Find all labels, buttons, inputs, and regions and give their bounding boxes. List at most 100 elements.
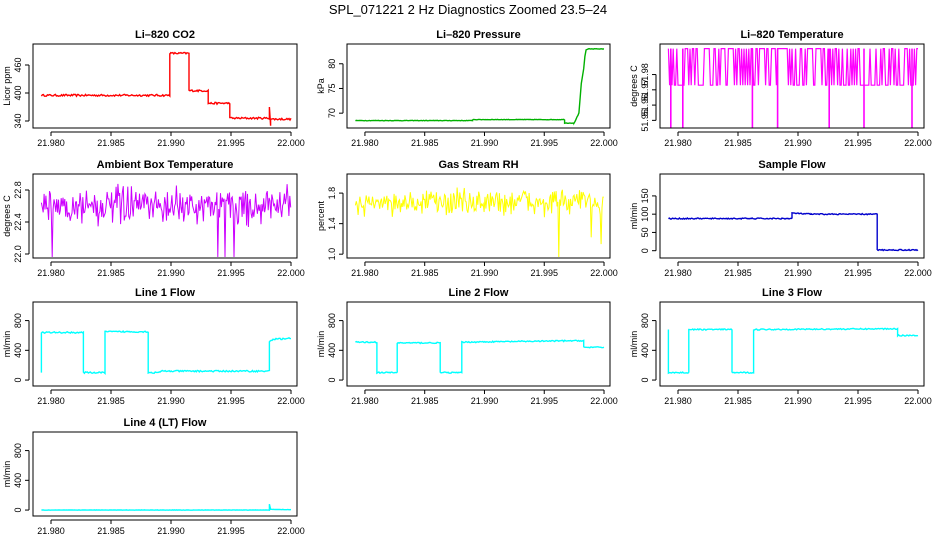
chart-title: Li–820 Pressure <box>436 29 520 41</box>
x-tick-label: 21.980 <box>37 138 65 148</box>
x-tick-label: 21.980 <box>664 268 692 278</box>
y-tick-label: 80 <box>327 59 337 69</box>
x-tick-label: 21.990 <box>471 396 499 406</box>
data-layer <box>667 48 918 128</box>
data-layer <box>355 339 605 375</box>
x-tick-label: 21.985 <box>97 526 125 536</box>
x-tick-label: 22.000 <box>277 268 305 278</box>
chart-title: Line 1 Flow <box>135 287 195 299</box>
y-tick-label: 400 <box>640 343 650 358</box>
y-tick-label: 400 <box>13 85 23 100</box>
y-tick-label: 22.0 <box>13 245 23 263</box>
y-tick-label: 100 <box>640 207 650 222</box>
y-axis-label: Licor ppm <box>2 66 12 106</box>
y-tick-label: 150 <box>640 188 650 203</box>
y-axis-label: ml/min <box>316 331 326 358</box>
chart-panel-4: Ambient Box Temperature degrees C 21.980 21… <box>2 159 305 278</box>
y-tick-label: 22.8 <box>13 181 23 199</box>
x-tick-label: 21.990 <box>157 268 185 278</box>
plot-frame <box>32 431 298 517</box>
data-series-line <box>40 51 292 126</box>
x-tick-label: 21.990 <box>471 138 499 148</box>
data-layer <box>40 51 292 126</box>
y-axis-label: ml/min <box>2 331 12 358</box>
y-tick-label: 800 <box>13 443 23 458</box>
x-tick-label: 21.980 <box>37 268 65 278</box>
y-axis-label: ml/min <box>2 461 12 488</box>
data-layer <box>40 330 291 375</box>
y-axis-label: degrees C <box>2 195 12 237</box>
x-tick-label: 22.000 <box>277 526 305 536</box>
chart-title: Li–820 CO2 <box>135 29 195 41</box>
x-tick-label: 21.995 <box>217 268 245 278</box>
y-tick-label: 400 <box>327 343 337 358</box>
x-tick-label: 21.985 <box>411 268 439 278</box>
chart-title: Line 2 Flow <box>449 287 509 299</box>
x-tick-label: 21.990 <box>471 268 499 278</box>
data-series-line <box>667 327 919 375</box>
x-tick-label: 21.985 <box>97 268 125 278</box>
y-tick-label: 400 <box>13 343 23 358</box>
plot-frame <box>32 173 298 259</box>
chart-panel-10: Line 4 (LT) Flow ml/min 21.980 21.985 21.990… <box>2 417 305 536</box>
y-tick-label: 70 <box>327 108 337 118</box>
x-tick-label: 21.990 <box>157 396 185 406</box>
chart-panel-8: Line 2 Flow ml/min 21.980 21.985 21.990 21.99… <box>316 287 618 406</box>
x-tick-label: 21.995 <box>530 268 558 278</box>
y-tick-label: 800 <box>640 313 650 328</box>
data-layer <box>668 212 919 252</box>
x-tick-label: 22.000 <box>590 268 618 278</box>
y-tick-label: 22.4 <box>13 213 23 231</box>
data-series-line <box>355 47 605 126</box>
x-tick-label: 22.000 <box>277 138 305 148</box>
x-tick-label: 21.980 <box>351 268 379 278</box>
x-tick-label: 21.990 <box>784 268 812 278</box>
x-tick-label: 22.000 <box>904 268 932 278</box>
x-tick-label: 22.000 <box>904 396 932 406</box>
y-tick-label: 800 <box>327 313 337 328</box>
x-tick-label: 22.000 <box>277 396 305 406</box>
data-layer <box>667 327 919 375</box>
chart-panel-6: Sample Flow ml/min 21.980 21.985 21.990 21.99… <box>629 159 932 278</box>
chart-title: Line 3 Flow <box>762 287 822 299</box>
chart-title: Ambient Box Temperature <box>97 159 234 171</box>
x-tick-label: 21.985 <box>411 396 439 406</box>
y-tick-label: 0 <box>640 248 650 253</box>
y-tick-label: 51.98 <box>640 63 650 86</box>
data-layer <box>41 503 292 511</box>
y-tick-label: 0 <box>13 508 23 513</box>
chart-panel-7: Line 1 Flow ml/min 21.980 21.985 21.990 21.99… <box>2 287 305 406</box>
x-tick-label: 21.995 <box>217 138 245 148</box>
y-tick-label: 800 <box>13 313 23 328</box>
y-axis-label: ml/min <box>629 203 639 230</box>
chart-title: Gas Stream RH <box>438 159 518 171</box>
chart-panel-9: Line 3 Flow ml/min 21.980 21.985 21.990 21.99… <box>629 287 932 406</box>
y-axis-label: degrees C <box>629 65 639 107</box>
x-tick-label: 21.995 <box>217 526 245 536</box>
x-tick-label: 21.985 <box>724 268 752 278</box>
x-tick-label: 21.995 <box>530 138 558 148</box>
data-series-line <box>41 503 292 511</box>
y-tick-label: 51.95 <box>640 109 650 132</box>
chart-panel-2: Li–820 Pressure kPa 21.980 21.985 21.990 21.9… <box>316 29 618 148</box>
x-tick-label: 22.000 <box>904 138 932 148</box>
x-tick-label: 22.000 <box>590 396 618 406</box>
chart-title: Sample Flow <box>758 159 826 171</box>
y-tick-label: 1.4 <box>327 217 337 230</box>
x-tick-label: 21.995 <box>844 396 872 406</box>
plot-frame <box>346 43 611 129</box>
data-layer <box>355 47 605 126</box>
chart-panel-5: Gas Stream RH percent 21.980 21.985 21.990 21… <box>316 159 618 278</box>
x-tick-label: 21.995 <box>844 268 872 278</box>
x-tick-label: 21.990 <box>784 396 812 406</box>
x-tick-label: 21.985 <box>97 396 125 406</box>
data-layer <box>40 183 292 258</box>
y-tick-label: 51.97 <box>640 79 650 102</box>
data-series-line <box>40 330 291 375</box>
plot-frame <box>346 301 611 387</box>
x-tick-label: 21.985 <box>724 138 752 148</box>
data-series-line <box>40 183 292 258</box>
x-tick-label: 22.000 <box>590 138 618 148</box>
data-series-line <box>668 212 919 252</box>
